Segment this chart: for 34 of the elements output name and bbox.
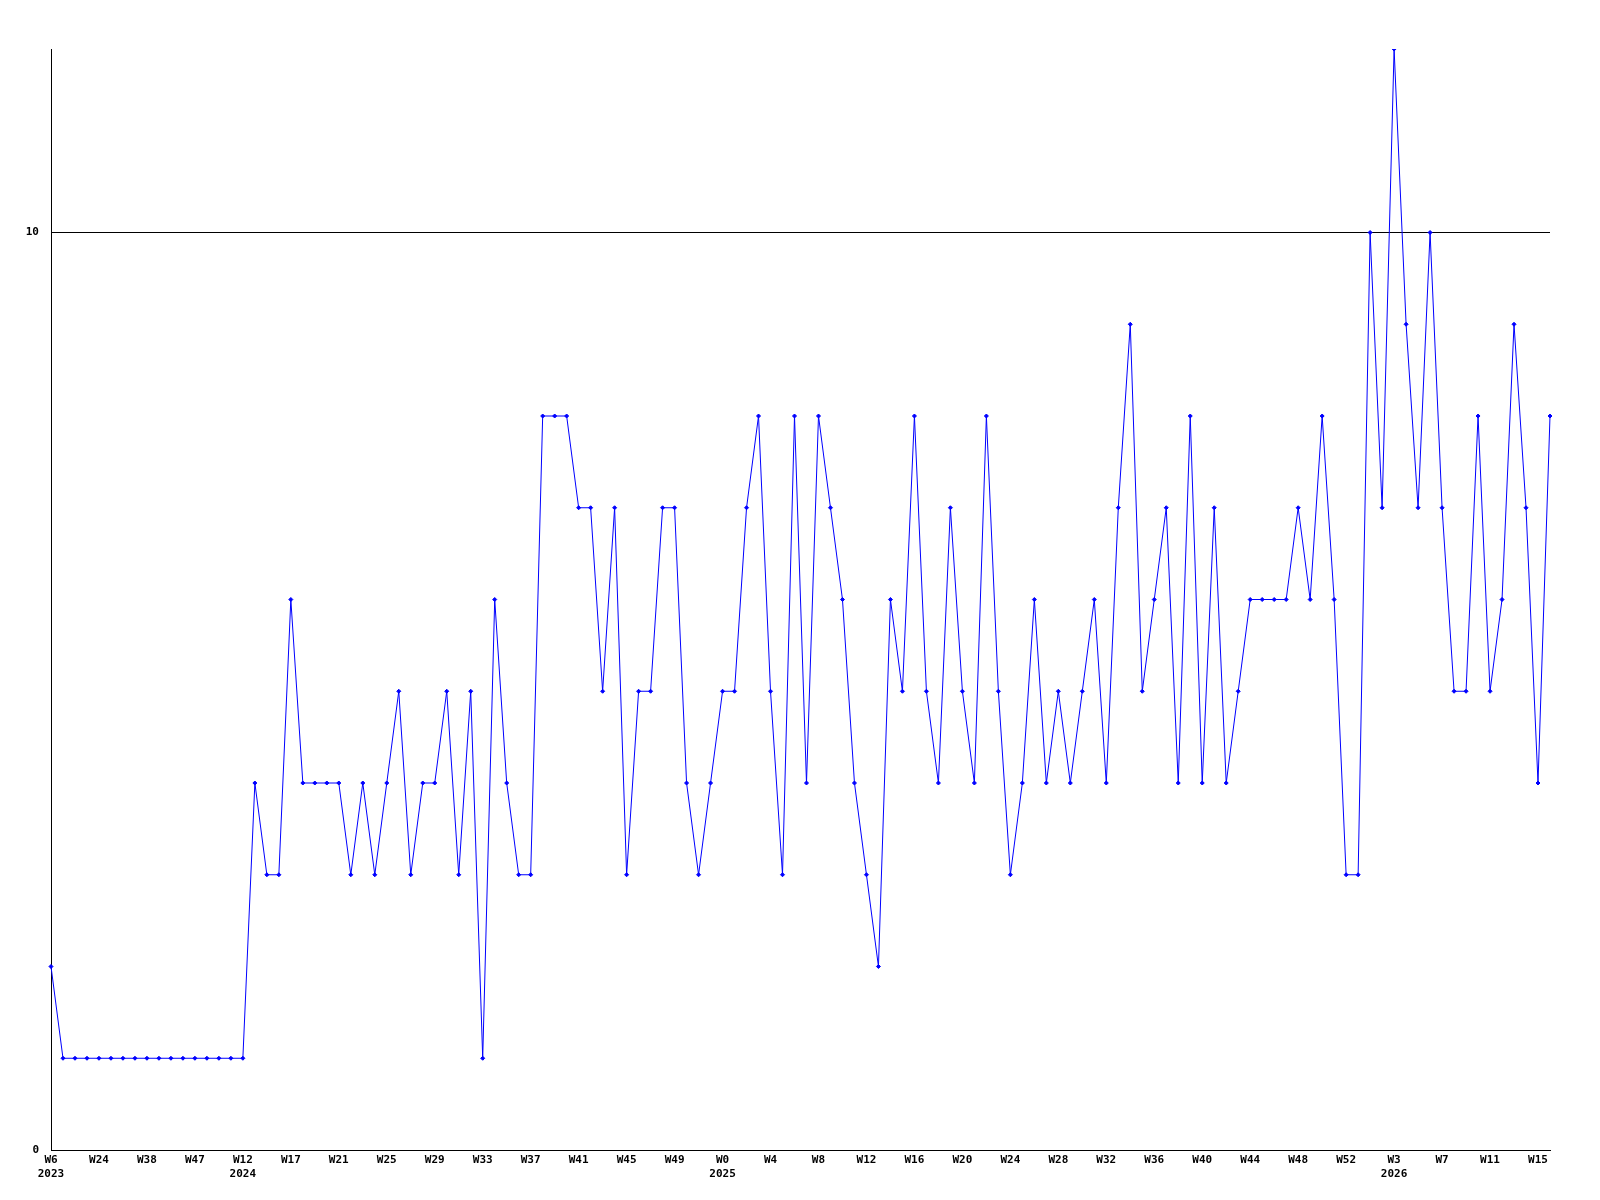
- x-tick-label: W32: [1096, 1153, 1117, 1167]
- y-tick-label: 0: [32, 1142, 39, 1156]
- x-tick-label: W16: [904, 1153, 925, 1167]
- x-tick-label: W40: [1192, 1153, 1213, 1167]
- x-tick-label: W17: [280, 1153, 301, 1167]
- x-tick-label: W12 2024: [229, 1153, 257, 1180]
- x-tick-label: W4: [763, 1153, 778, 1167]
- y-tick-label: 10: [25, 225, 39, 239]
- x-tick-label: W52: [1336, 1153, 1357, 1167]
- x-tick-label: W33: [472, 1153, 493, 1167]
- x-tick-label: W3 2026: [1380, 1153, 1408, 1180]
- x-tick-label: W49: [664, 1153, 685, 1167]
- x-tick-label: W38: [137, 1153, 157, 1167]
- x-tick-label: W11: [1480, 1153, 1501, 1167]
- x-tick-label: W6 2023: [37, 1153, 65, 1180]
- x-tick-label: W37: [520, 1153, 541, 1167]
- x-tick-label: W47: [184, 1153, 205, 1167]
- x-tick-label: W29: [424, 1153, 445, 1167]
- x-tick-label: W0 2025: [709, 1153, 736, 1180]
- x-tick-label: W45: [616, 1153, 637, 1167]
- x-tick-label: W7: [1435, 1153, 1449, 1167]
- x-tick-label: W12: [856, 1153, 877, 1167]
- x-tick-label: W24: [89, 1153, 110, 1167]
- x-tick-label: W15: [1528, 1153, 1548, 1167]
- x-tick-label: W48: [1288, 1153, 1309, 1167]
- x-tick-label: W25: [376, 1153, 397, 1167]
- x-tick-label: W24: [1000, 1153, 1021, 1167]
- x-tick-label: W41: [568, 1153, 589, 1167]
- x-tick-label: W8: [811, 1153, 826, 1167]
- x-tick-label: W20: [952, 1153, 973, 1167]
- x-tick-label: W36: [1144, 1153, 1165, 1167]
- x-tick-label: W28: [1048, 1153, 1069, 1167]
- x-tick-label: W44: [1240, 1153, 1261, 1167]
- x-tick-label: W21: [328, 1153, 350, 1167]
